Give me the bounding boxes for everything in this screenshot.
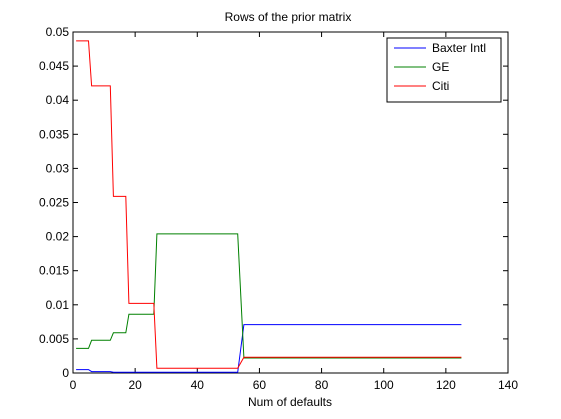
y-tick-label: 0.035 [39, 127, 69, 141]
x-tick-label: 20 [128, 378, 142, 392]
legend: Baxter Intl GE Citi [386, 37, 502, 103]
x-axis-ticks: 0 20 40 60 80 100 120 140 [70, 32, 518, 392]
x-tick-label: 0 [70, 378, 77, 392]
x-tick-label: 40 [191, 378, 205, 392]
series-line-citi [76, 40, 462, 369]
series-line-baxter-intl [76, 324, 462, 373]
y-tick-label: 0.015 [39, 264, 69, 278]
x-tick-label: 140 [498, 378, 518, 392]
chart-title: Rows of the prior matrix [225, 10, 352, 24]
y-tick-label: 0.025 [39, 196, 69, 210]
legend-label: Citi [432, 79, 449, 93]
y-tick-label: 0.05 [46, 25, 70, 39]
y-tick-label: 0.005 [39, 332, 69, 346]
y-tick-label: 0.045 [39, 59, 69, 73]
y-tick-label: 0.03 [46, 161, 70, 175]
legend-box [386, 37, 502, 103]
y-tick-label: 0.01 [46, 298, 70, 312]
series-lines [76, 40, 462, 373]
y-tick-label: 0.02 [46, 230, 70, 244]
x-tick-label: 100 [374, 378, 394, 392]
legend-label: Baxter Intl [432, 41, 486, 55]
series-line-ge [76, 233, 462, 359]
x-tick-label: 80 [315, 378, 329, 392]
x-tick-label: 120 [436, 378, 456, 392]
y-tick-label: 0 [62, 366, 69, 380]
legend-label: GE [432, 60, 449, 74]
y-axis-ticks: 0 0.005 0.01 0.015 0.02 0.025 0.03 0.035 0.04 0.0… [39, 25, 508, 380]
x-axis-label: Num of defaults [248, 395, 332, 409]
y-tick-label: 0.04 [46, 93, 70, 107]
x-tick-label: 60 [253, 378, 267, 392]
